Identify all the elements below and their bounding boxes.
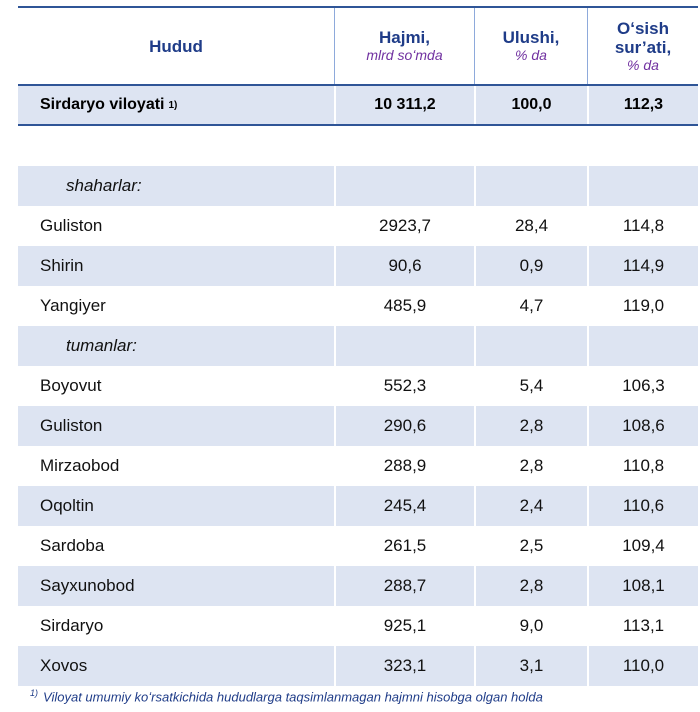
row-volume: 90,6 <box>334 246 474 286</box>
spacer-row <box>18 126 698 166</box>
header-region: Hudud <box>18 8 334 84</box>
table-row: Sirdaryo 925,1 9,0 113,1 <box>18 606 698 646</box>
header-growth-label-2: sur’ati, <box>614 37 672 57</box>
row-growth: 110,0 <box>587 646 698 686</box>
row-share: 9,0 <box>474 606 587 646</box>
header-region-label: Hudud <box>149 36 203 56</box>
section-row-cities: shaharlar: <box>18 166 698 206</box>
total-name-cell: Sirdaryo viloyati 1) <box>18 86 334 124</box>
table-row: Boyovut 552,3 5,4 106,3 <box>18 366 698 406</box>
row-share: 2,5 <box>474 526 587 566</box>
table-row: Xovos 323,1 3,1 110,0 <box>18 646 698 686</box>
row-growth: 110,8 <box>587 446 698 486</box>
row-name: Boyovut <box>40 376 102 395</box>
row-growth: 108,1 <box>587 566 698 606</box>
header-growth-unit: % da <box>627 56 659 73</box>
row-volume: 288,9 <box>334 446 474 486</box>
row-growth: 114,9 <box>587 246 698 286</box>
data-table: Hudud Hajmi, mlrd soʻmda Ulushi, % da Oʻ… <box>18 6 698 686</box>
row-volume: 485,9 <box>334 286 474 326</box>
table-row: Guliston 290,6 2,8 108,6 <box>18 406 698 446</box>
table-row: Sardoba 261,5 2,5 109,4 <box>18 526 698 566</box>
total-footnote-mark: 1) <box>168 99 178 111</box>
table-row: Oqoltin 245,4 2,4 110,6 <box>18 486 698 526</box>
header-share: Ulushi, % da <box>474 8 587 84</box>
header-share-label: Ulushi, <box>502 28 560 47</box>
row-name: Guliston <box>40 216 103 235</box>
footnote: 1) Viloyat umumiy koʻrsatkichida hududlar… <box>30 688 543 704</box>
header-volume-unit: mlrd soʻmda <box>366 47 443 63</box>
row-share: 0,9 <box>474 246 587 286</box>
total-name: Sirdaryo viloyati <box>40 96 165 113</box>
table-row: Guliston 2923,7 28,4 114,8 <box>18 206 698 246</box>
row-growth: 110,6 <box>587 486 698 526</box>
table-header: Hudud Hajmi, mlrd soʻmda Ulushi, % da Oʻ… <box>18 6 698 86</box>
row-name: Sirdaryo <box>40 616 104 635</box>
row-name: Sardoba <box>40 536 105 555</box>
total-share: 100,0 <box>474 86 587 124</box>
row-volume: 288,7 <box>334 566 474 606</box>
row-volume: 245,4 <box>334 486 474 526</box>
row-growth: 109,4 <box>587 526 698 566</box>
row-volume: 323,1 <box>334 646 474 686</box>
row-share: 2,8 <box>474 446 587 486</box>
footnote-mark: 1) <box>30 688 39 698</box>
footnote-text: Viloyat umumiy koʻrsatkichida hududlarga… <box>43 689 543 705</box>
total-row: Sirdaryo viloyati 1) 10 311,2 100,0 112,3 <box>18 86 698 126</box>
total-growth: 112,3 <box>587 86 698 124</box>
row-name: Mirzaobod <box>40 456 120 475</box>
row-growth: 113,1 <box>587 606 698 646</box>
section-districts-label: tumanlar: <box>66 336 137 355</box>
row-volume: 2923,7 <box>334 206 474 246</box>
row-growth: 108,6 <box>587 406 698 446</box>
row-share: 2,4 <box>474 486 587 526</box>
row-share: 2,8 <box>474 566 587 606</box>
row-volume: 261,5 <box>334 526 474 566</box>
row-share: 4,7 <box>474 286 587 326</box>
row-growth: 106,3 <box>587 366 698 406</box>
row-growth: 119,0 <box>587 286 698 326</box>
table-row: Shirin 90,6 0,9 114,9 <box>18 246 698 286</box>
header-growth-label-1: Oʻsish <box>617 18 669 38</box>
row-name: Shirin <box>40 256 84 275</box>
row-share: 5,4 <box>474 366 587 406</box>
section-row-districts: tumanlar: <box>18 326 698 366</box>
row-volume: 552,3 <box>334 366 474 406</box>
row-growth: 114,8 <box>587 206 698 246</box>
row-volume: 925,1 <box>334 606 474 646</box>
row-name: Oqoltin <box>40 496 94 515</box>
row-share: 2,8 <box>474 406 587 446</box>
row-name: Sayxunobod <box>40 576 135 595</box>
table-row: Sayxunobod 288,7 2,8 108,1 <box>18 566 698 606</box>
total-volume: 10 311,2 <box>334 86 474 124</box>
header-share-unit: % da <box>515 47 547 63</box>
section-cities-label: shaharlar: <box>66 176 142 195</box>
table-row: Mirzaobod 288,9 2,8 110,8 <box>18 446 698 486</box>
table-row: Yangiyer 485,9 4,7 119,0 <box>18 286 698 326</box>
row-share: 3,1 <box>474 646 587 686</box>
row-name: Xovos <box>40 656 88 675</box>
header-volume-label: Hajmi, <box>378 28 431 47</box>
row-share: 28,4 <box>474 206 587 246</box>
row-name: Guliston <box>40 416 103 435</box>
row-volume: 290,6 <box>334 406 474 446</box>
header-growth: Oʻsish sur’ati, % da <box>587 8 698 84</box>
row-name: Yangiyer <box>40 296 106 315</box>
header-volume: Hajmi, mlrd soʻmda <box>334 8 474 84</box>
